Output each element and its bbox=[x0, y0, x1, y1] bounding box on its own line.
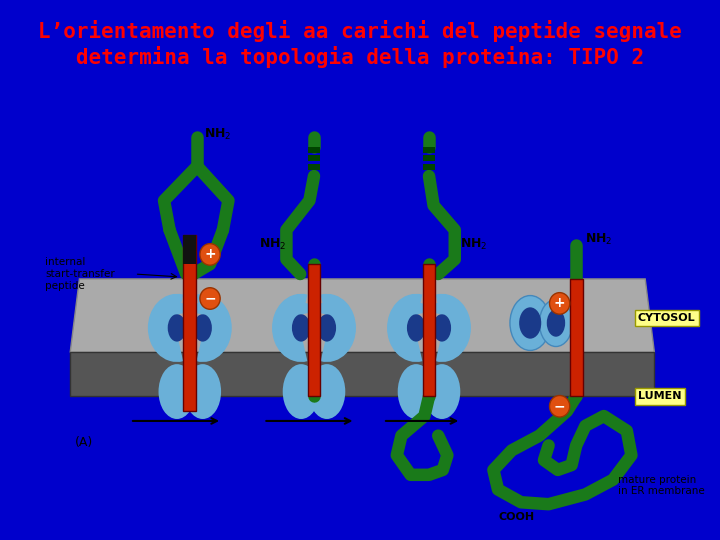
Text: LUMEN: LUMEN bbox=[638, 392, 681, 401]
Circle shape bbox=[549, 293, 570, 314]
Ellipse shape bbox=[546, 309, 565, 337]
Bar bbox=[184, 235, 197, 264]
Text: −: − bbox=[204, 292, 216, 306]
Ellipse shape bbox=[166, 302, 188, 314]
Ellipse shape bbox=[318, 314, 336, 342]
Text: (A): (A) bbox=[75, 436, 93, 449]
Bar bbox=[307, 156, 320, 161]
Bar bbox=[184, 235, 197, 411]
Text: NH$_2$: NH$_2$ bbox=[204, 127, 231, 142]
Text: NH$_2$: NH$_2$ bbox=[259, 237, 287, 252]
Bar bbox=[570, 279, 582, 396]
Ellipse shape bbox=[539, 300, 572, 347]
Ellipse shape bbox=[510, 295, 551, 350]
Ellipse shape bbox=[290, 302, 312, 314]
Ellipse shape bbox=[194, 314, 212, 342]
Text: −: − bbox=[554, 399, 565, 413]
Ellipse shape bbox=[192, 302, 214, 314]
Text: L’orientamento degli aa carichi del peptide segnale
determina la topologia della: L’orientamento degli aa carichi del pept… bbox=[38, 20, 682, 68]
Ellipse shape bbox=[292, 314, 310, 342]
Text: NH$_2$: NH$_2$ bbox=[459, 237, 487, 252]
Bar bbox=[423, 156, 436, 161]
Bar bbox=[307, 264, 320, 396]
Ellipse shape bbox=[168, 314, 186, 342]
Bar bbox=[307, 164, 320, 170]
Bar bbox=[423, 264, 436, 396]
Ellipse shape bbox=[158, 364, 195, 419]
Ellipse shape bbox=[431, 302, 453, 314]
Circle shape bbox=[200, 244, 220, 265]
Text: CYTOSOL: CYTOSOL bbox=[638, 313, 696, 323]
Bar bbox=[71, 353, 654, 396]
Ellipse shape bbox=[519, 307, 541, 339]
Ellipse shape bbox=[397, 364, 435, 419]
Circle shape bbox=[549, 395, 570, 417]
Circle shape bbox=[200, 288, 220, 309]
Text: COOH: COOH bbox=[498, 512, 534, 522]
Ellipse shape bbox=[433, 314, 451, 342]
Ellipse shape bbox=[423, 364, 460, 419]
Ellipse shape bbox=[308, 364, 346, 419]
Ellipse shape bbox=[184, 364, 221, 419]
Polygon shape bbox=[71, 279, 654, 353]
Text: +: + bbox=[554, 296, 565, 310]
Text: internal
start-transfer
peptide: internal start-transfer peptide bbox=[45, 258, 115, 291]
Text: NH$_2$: NH$_2$ bbox=[585, 232, 613, 247]
Text: mature protein
in ER membrane: mature protein in ER membrane bbox=[618, 475, 704, 496]
Bar bbox=[307, 147, 320, 153]
Text: +: + bbox=[204, 247, 216, 261]
Bar bbox=[423, 147, 436, 153]
Bar bbox=[423, 164, 436, 170]
Ellipse shape bbox=[283, 364, 320, 419]
Ellipse shape bbox=[316, 302, 338, 314]
Ellipse shape bbox=[405, 302, 427, 314]
Ellipse shape bbox=[407, 314, 426, 342]
